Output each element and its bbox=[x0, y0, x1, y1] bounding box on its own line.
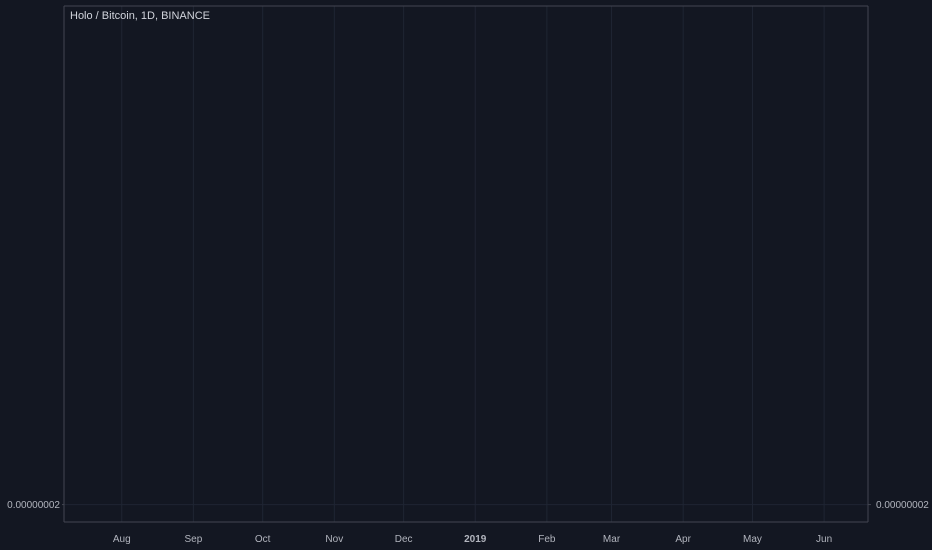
y-tick-label-right: 0.00000002 bbox=[876, 500, 929, 511]
x-tick-label: Nov bbox=[325, 534, 343, 545]
x-tick-label: 2019 bbox=[464, 534, 487, 545]
x-tick-label: Feb bbox=[538, 534, 556, 545]
x-tick-label: Aug bbox=[113, 534, 131, 545]
x-tick-label: Jun bbox=[816, 534, 832, 545]
x-tick-label: Apr bbox=[675, 534, 691, 545]
x-tick-label: May bbox=[743, 534, 762, 545]
x-tick-label: Dec bbox=[395, 534, 413, 545]
x-tick-label: Mar bbox=[603, 534, 621, 545]
x-tick-label: Oct bbox=[255, 534, 271, 545]
chart-title: Holo / Bitcoin, 1D, BINANCE bbox=[70, 10, 210, 22]
chart-grid bbox=[64, 6, 868, 522]
y-tick-label-left: 0.00000002 bbox=[7, 500, 60, 511]
x-tick-label: Sep bbox=[184, 534, 202, 545]
